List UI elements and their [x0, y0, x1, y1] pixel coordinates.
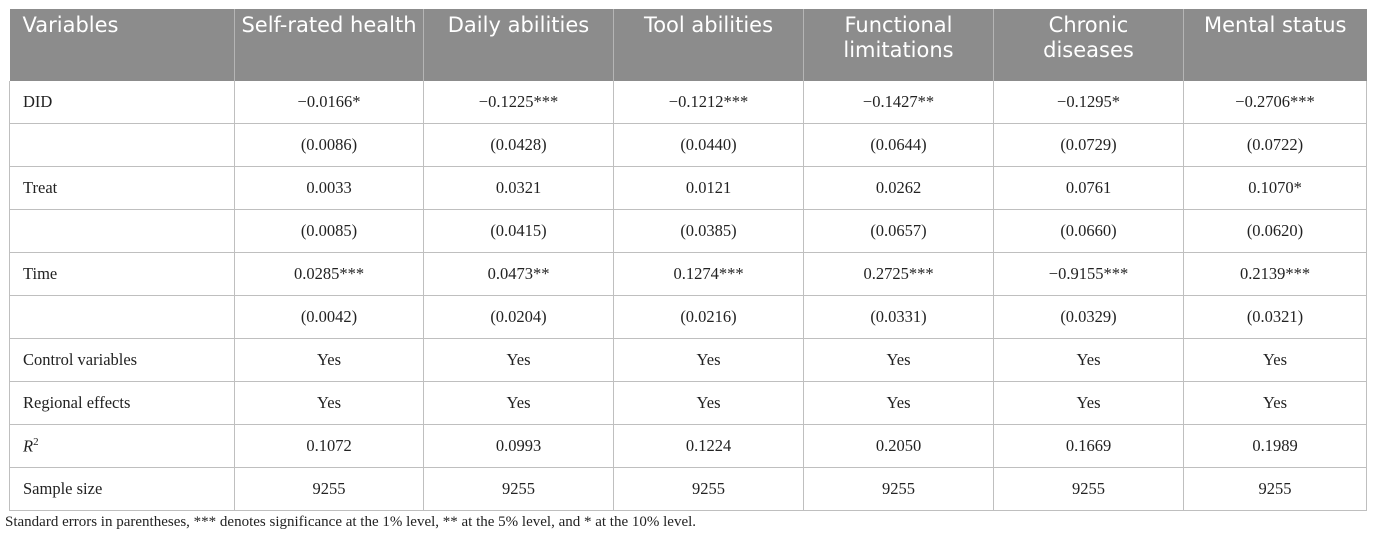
table-cell: (0.0042)	[234, 295, 424, 339]
table-cell: 0.1274***	[613, 252, 804, 296]
regression-table: Variables Self-rated health Daily abilit…	[9, 9, 1367, 511]
table-cell: Yes	[993, 381, 1184, 425]
table-cell: (0.0385)	[613, 209, 804, 253]
table-cell: 0.0262	[803, 166, 994, 210]
table-cell: (0.0321)	[1183, 295, 1367, 339]
table-row: Time 0.0285*** 0.0473** 0.1274*** 0.2725*** −…	[9, 252, 1367, 296]
table-cell: Yes	[993, 338, 1184, 382]
table-cell: (0.0331)	[803, 295, 994, 339]
table-footnote: Standard errors in parentheses, *** deno…	[5, 514, 697, 530]
table-cell: 0.0993	[423, 424, 614, 468]
table-cell: (0.0415)	[423, 209, 614, 253]
table-cell: Yes	[613, 338, 804, 382]
table-cell: Yes	[803, 381, 994, 425]
header-tool-abilities: Tool abilities	[613, 9, 804, 81]
table-row: Treat 0.0033 0.0321 0.0121 0.0262 0.0761 0.107…	[9, 166, 1367, 210]
table-row: Control variables Yes Yes Yes Yes Yes Yes	[9, 338, 1367, 382]
table-cell: (0.0660)	[993, 209, 1184, 253]
table-cell: −0.1225***	[423, 81, 614, 124]
table-row: DID −0.0166* −0.1225*** −0.1212*** −0.1427**…	[9, 81, 1367, 124]
row-label: Regional effects	[9, 381, 235, 425]
table-cell: −0.0166*	[234, 81, 424, 124]
table-row: R2 0.1072 0.0993 0.1224 0.2050 0.1669 0.1989	[9, 424, 1367, 468]
table-cell: (0.0722)	[1183, 123, 1367, 167]
table-cell: −0.2706***	[1183, 81, 1367, 124]
header-daily-abilities: Daily abilities	[423, 9, 614, 81]
table-cell: 0.1989	[1183, 424, 1367, 468]
table-cell: 0.2725***	[803, 252, 994, 296]
row-label: Sample size	[9, 467, 235, 511]
row-label-text: Control variables	[23, 350, 138, 369]
table-cell: (0.0086)	[234, 123, 424, 167]
table-cell: 9255	[234, 467, 424, 511]
table-cell: (0.0216)	[613, 295, 804, 339]
table-cell: (0.0729)	[993, 123, 1184, 167]
table-cell: Yes	[234, 338, 424, 382]
header-chronic-diseases: Chronic diseases	[993, 9, 1184, 81]
table-cell: 0.1669	[993, 424, 1184, 468]
table-row: (0.0086) (0.0428) (0.0440) (0.0644) (0.0729)…	[9, 123, 1367, 167]
table-cell: (0.0428)	[423, 123, 614, 167]
table-cell: (0.0620)	[1183, 209, 1367, 253]
row-label-text: Time	[23, 264, 58, 283]
row-label-text: Treat	[23, 178, 58, 197]
row-label	[9, 209, 235, 253]
table-cell: Yes	[423, 338, 614, 382]
table-cell: Yes	[1183, 381, 1367, 425]
table-cell: 0.2050	[803, 424, 994, 468]
table-row: Sample size 9255 9255 9255 9255 9255 9255	[9, 467, 1367, 511]
table-cell: (0.0644)	[803, 123, 994, 167]
table-cell: Yes	[423, 381, 614, 425]
table-row: Regional effects Yes Yes Yes Yes Yes Yes	[9, 381, 1367, 425]
header-functional-limitations: Functional limitations	[803, 9, 994, 81]
table-cell: (0.0204)	[423, 295, 614, 339]
table-cell: 0.1070*	[1183, 166, 1367, 210]
row-label: R2	[9, 424, 235, 468]
table-cell: −0.9155***	[993, 252, 1184, 296]
row-label-text: Sample size	[23, 479, 103, 498]
row-label	[9, 123, 235, 167]
table-row: (0.0042) (0.0204) (0.0216) (0.0331) (0.0329)…	[9, 295, 1367, 339]
table-cell: Yes	[803, 338, 994, 382]
table-cell: 9255	[423, 467, 614, 511]
row-label	[9, 295, 235, 339]
table-cell: −0.1212***	[613, 81, 804, 124]
table-cell: 0.0285***	[234, 252, 424, 296]
table-cell: 0.0321	[423, 166, 614, 210]
header-self-rated-health: Self-rated health	[234, 9, 424, 81]
table-cell: 9255	[613, 467, 804, 511]
table-cell: (0.0657)	[803, 209, 994, 253]
table-cell: 9255	[993, 467, 1184, 511]
table-cell: 0.1224	[613, 424, 804, 468]
row-label-superscript: 2	[33, 435, 39, 448]
table-cell: 0.1072	[234, 424, 424, 468]
table-cell: 0.2139***	[1183, 252, 1367, 296]
table-cell: 9255	[1183, 467, 1367, 511]
table-cell: 0.0033	[234, 166, 424, 210]
table-cell: 0.0473**	[423, 252, 614, 296]
header-variables: Variables	[9, 9, 235, 81]
table-cell: −0.1295*	[993, 81, 1184, 124]
table-header-row: Variables Self-rated health Daily abilit…	[9, 9, 1367, 81]
table-row: (0.0085) (0.0415) (0.0385) (0.0657) (0.0660)…	[9, 209, 1367, 253]
row-label-text: Regional effects	[23, 393, 131, 412]
table-cell: 0.0761	[993, 166, 1184, 210]
table-cell: 9255	[803, 467, 994, 511]
table-cell: (0.0329)	[993, 295, 1184, 339]
table-cell: Yes	[234, 381, 424, 425]
row-label: Time	[9, 252, 235, 296]
table-cell: −0.1427**	[803, 81, 994, 124]
table-cell: Yes	[1183, 338, 1367, 382]
row-label-text: DID	[23, 92, 53, 111]
row-label: DID	[9, 81, 235, 124]
table-cell: (0.0085)	[234, 209, 424, 253]
header-mental-status: Mental status	[1183, 9, 1367, 81]
row-label: Control variables	[9, 338, 235, 382]
table-cell: 0.0121	[613, 166, 804, 210]
row-label: Treat	[9, 166, 235, 210]
table-cell: Yes	[613, 381, 804, 425]
table-cell: (0.0440)	[613, 123, 804, 167]
row-label-text: R	[23, 436, 34, 456]
